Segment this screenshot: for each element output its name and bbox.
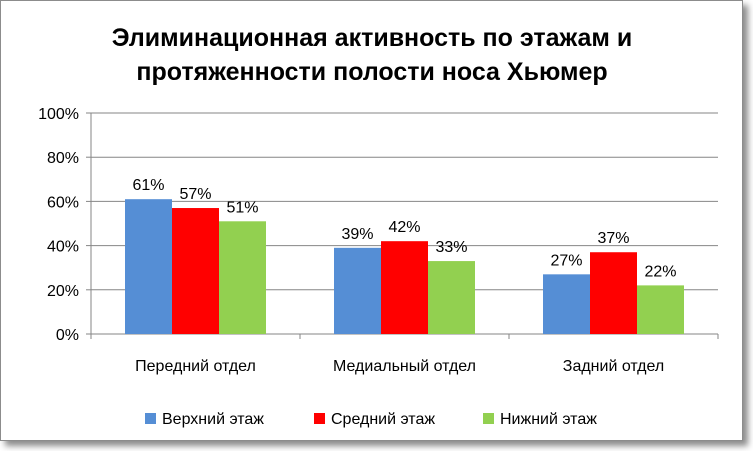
data-label: 61% xyxy=(132,177,164,194)
y-tick-label: 100% xyxy=(38,106,79,123)
legend: Верхний этаж Средний этаж Нижний этаж xyxy=(145,411,597,428)
chart-frame xyxy=(0,0,743,441)
chart-title-line-2: протяженности полости носа Хьюмер xyxy=(136,58,607,86)
y-tick-label: 80% xyxy=(47,150,79,167)
x-category-label: Задний отдел xyxy=(563,358,664,375)
x-category-label: Медиальный отдел xyxy=(333,358,476,375)
legend-swatch-1 xyxy=(145,413,156,424)
axes: 0% 20% 40% 60% 80% 100% Передний отдел Медиальн… xyxy=(38,106,719,375)
y-tick-label: 60% xyxy=(47,194,79,211)
data-label: 42% xyxy=(388,219,420,236)
y-tick-label: 0% xyxy=(56,327,79,344)
data-label: 27% xyxy=(550,252,582,269)
data-label: 37% xyxy=(597,230,629,247)
bar-2-2 xyxy=(381,241,428,334)
bar-3-2 xyxy=(428,261,475,334)
data-label: 33% xyxy=(435,239,467,256)
data-label: 51% xyxy=(226,199,258,216)
bar-1-3 xyxy=(543,274,590,334)
bar-1-2 xyxy=(334,247,381,334)
y-tick-label: 20% xyxy=(47,283,79,300)
data-labels: 61% 57% 51% 39% 42% 33% 27% 37% 22% xyxy=(132,177,676,280)
data-label: 22% xyxy=(644,263,676,280)
legend-swatch-2 xyxy=(314,413,325,424)
legend-label-1: Верхний этаж xyxy=(162,411,264,428)
bar-3-3 xyxy=(637,285,684,334)
data-label: 57% xyxy=(179,186,211,203)
bar-2-3 xyxy=(590,252,637,334)
legend-swatch-3 xyxy=(483,413,494,424)
legend-label-2: Средний этаж xyxy=(331,411,435,428)
bar-1-1 xyxy=(125,199,172,334)
chart-title: Элиминационная активность по этажам и пр… xyxy=(112,24,633,86)
legend-label-3: Нижний этаж xyxy=(500,411,597,428)
y-tick-label: 40% xyxy=(47,239,79,256)
bar-2-1 xyxy=(172,208,219,334)
bars xyxy=(125,199,684,334)
x-category-label: Передний отдел xyxy=(135,358,256,375)
data-label: 39% xyxy=(341,226,373,243)
chart-title-line-1: Элиминационная активность по этажам и xyxy=(112,24,633,52)
bar-3-1 xyxy=(219,221,266,334)
